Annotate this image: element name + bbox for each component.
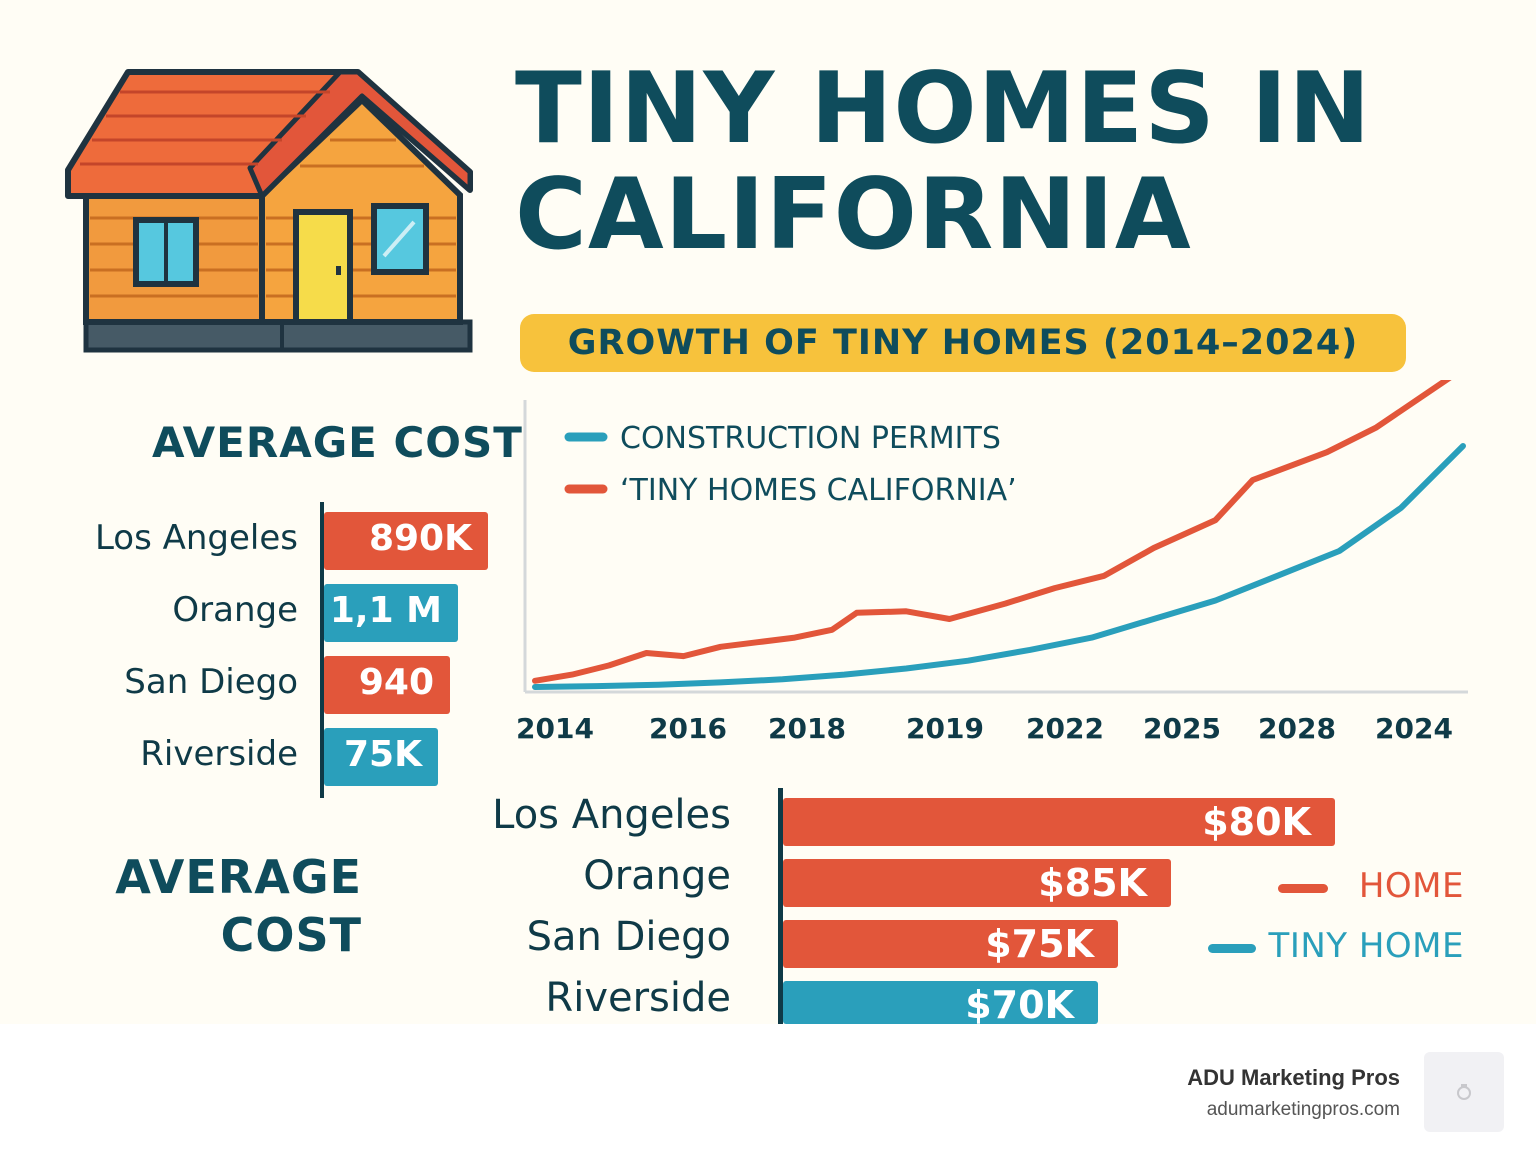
chart-title-pill: GROWTH OF TINY HOMES (2014–2024) [520, 314, 1406, 372]
cost-bottom-city-label: Los Angeles [492, 792, 731, 838]
x-tick-label: 2022 [1026, 712, 1104, 745]
cost-bottom-bar-label: $75K [985, 922, 1094, 966]
cost-bottom-bar-label: $70K [965, 983, 1074, 1024]
x-tick-label: 2018 [768, 712, 846, 745]
series-line-construction-permits [532, 443, 1466, 690]
infographic-canvas: TINY HOMES IN CALIFORNIA GROWTH OF TINY … [65, 56, 1515, 1024]
x-tick-label: 2014 [516, 712, 594, 745]
cost-panel-bottom-title-line-2: COST [220, 908, 362, 962]
chart-title: GROWTH OF TINY HOMES (2014–2024) [567, 323, 1359, 363]
series-line-tiny-homes-california [532, 380, 1452, 684]
cost-bottom-bar [783, 859, 1171, 907]
x-tick-label: 2016 [649, 712, 727, 745]
x-tick-label: 2019 [906, 712, 984, 745]
growth-line-chart: CONSTRUCTION PERMITS ‘TINY HOMES CALIFORN… [516, 380, 1468, 745]
cost-panel-bottom-axis [778, 788, 783, 1024]
cost-legend-swatch [1278, 884, 1328, 893]
title-line-1: TINY HOMES IN [515, 52, 1372, 166]
cost-top-bar [324, 584, 458, 642]
cost-legend-label: TINY HOME [1268, 926, 1464, 966]
cost-top-bar-label: 890K [368, 518, 472, 559]
brand-url[interactable]: adumarketingpros.com [1206, 1099, 1400, 1120]
chart-legend-label: CONSTRUCTION PERMITS [620, 421, 1001, 456]
title-line-2: CALIFORNIA [515, 158, 1192, 272]
brand-logo-icon[interactable] [1424, 1052, 1504, 1132]
chart-legend-label: ‘TINY HOMES CALIFORNIA’ [620, 473, 1017, 508]
cost-top-bar-label: 75K [344, 734, 422, 775]
cost-top-bar [324, 728, 438, 786]
cost-panel-bottom-title: AVERAGE COST [100, 848, 362, 964]
cost-panel-top-axis [320, 502, 324, 798]
cost-bottom-bar [783, 798, 1335, 846]
cost-top-city-label: San Diego [124, 662, 298, 702]
cost-bottom-bar-label: $85K [1038, 861, 1147, 905]
cost-bottom-city-label: Orange [583, 853, 731, 899]
cost-legend-label: HOME [1358, 866, 1464, 906]
house-icon [65, 69, 473, 353]
cost-bottom-city-label: San Diego [526, 914, 731, 960]
cost-panel-top-title: AVERAGE COST [152, 418, 523, 467]
cost-legend-swatch [1208, 944, 1256, 953]
cost-top-bar-label: 940 [358, 662, 434, 703]
page-title: TINY HOMES IN CALIFORNIA [515, 56, 1515, 268]
cost-top-bar-label: 1,1 M [329, 590, 442, 631]
x-tick-label: 2024 [1375, 712, 1453, 745]
cost-top-bar [324, 656, 450, 714]
cost-top-city-label: Orange [172, 590, 298, 630]
cost-bottom-bar [783, 981, 1098, 1024]
cost-bottom-bar [783, 920, 1118, 968]
cost-top-city-label: Los Angeles [94, 518, 298, 558]
brand-name[interactable]: ADU Marketing Pros [1187, 1065, 1400, 1090]
footer: ADU Marketing Pros adumarketingpros.com [0, 1024, 1536, 1154]
cost-top-bar [324, 512, 488, 570]
cost-panel-bottom-title-line-1: AVERAGE [115, 850, 362, 904]
x-tick-label: 2025 [1143, 712, 1221, 745]
x-tick-label: 2028 [1258, 712, 1336, 745]
cost-bottom-bar-label: $80K [1202, 800, 1311, 844]
cost-top-city-label: Riverside [140, 734, 298, 774]
cost-bottom-city-label: Riverside [545, 975, 731, 1021]
